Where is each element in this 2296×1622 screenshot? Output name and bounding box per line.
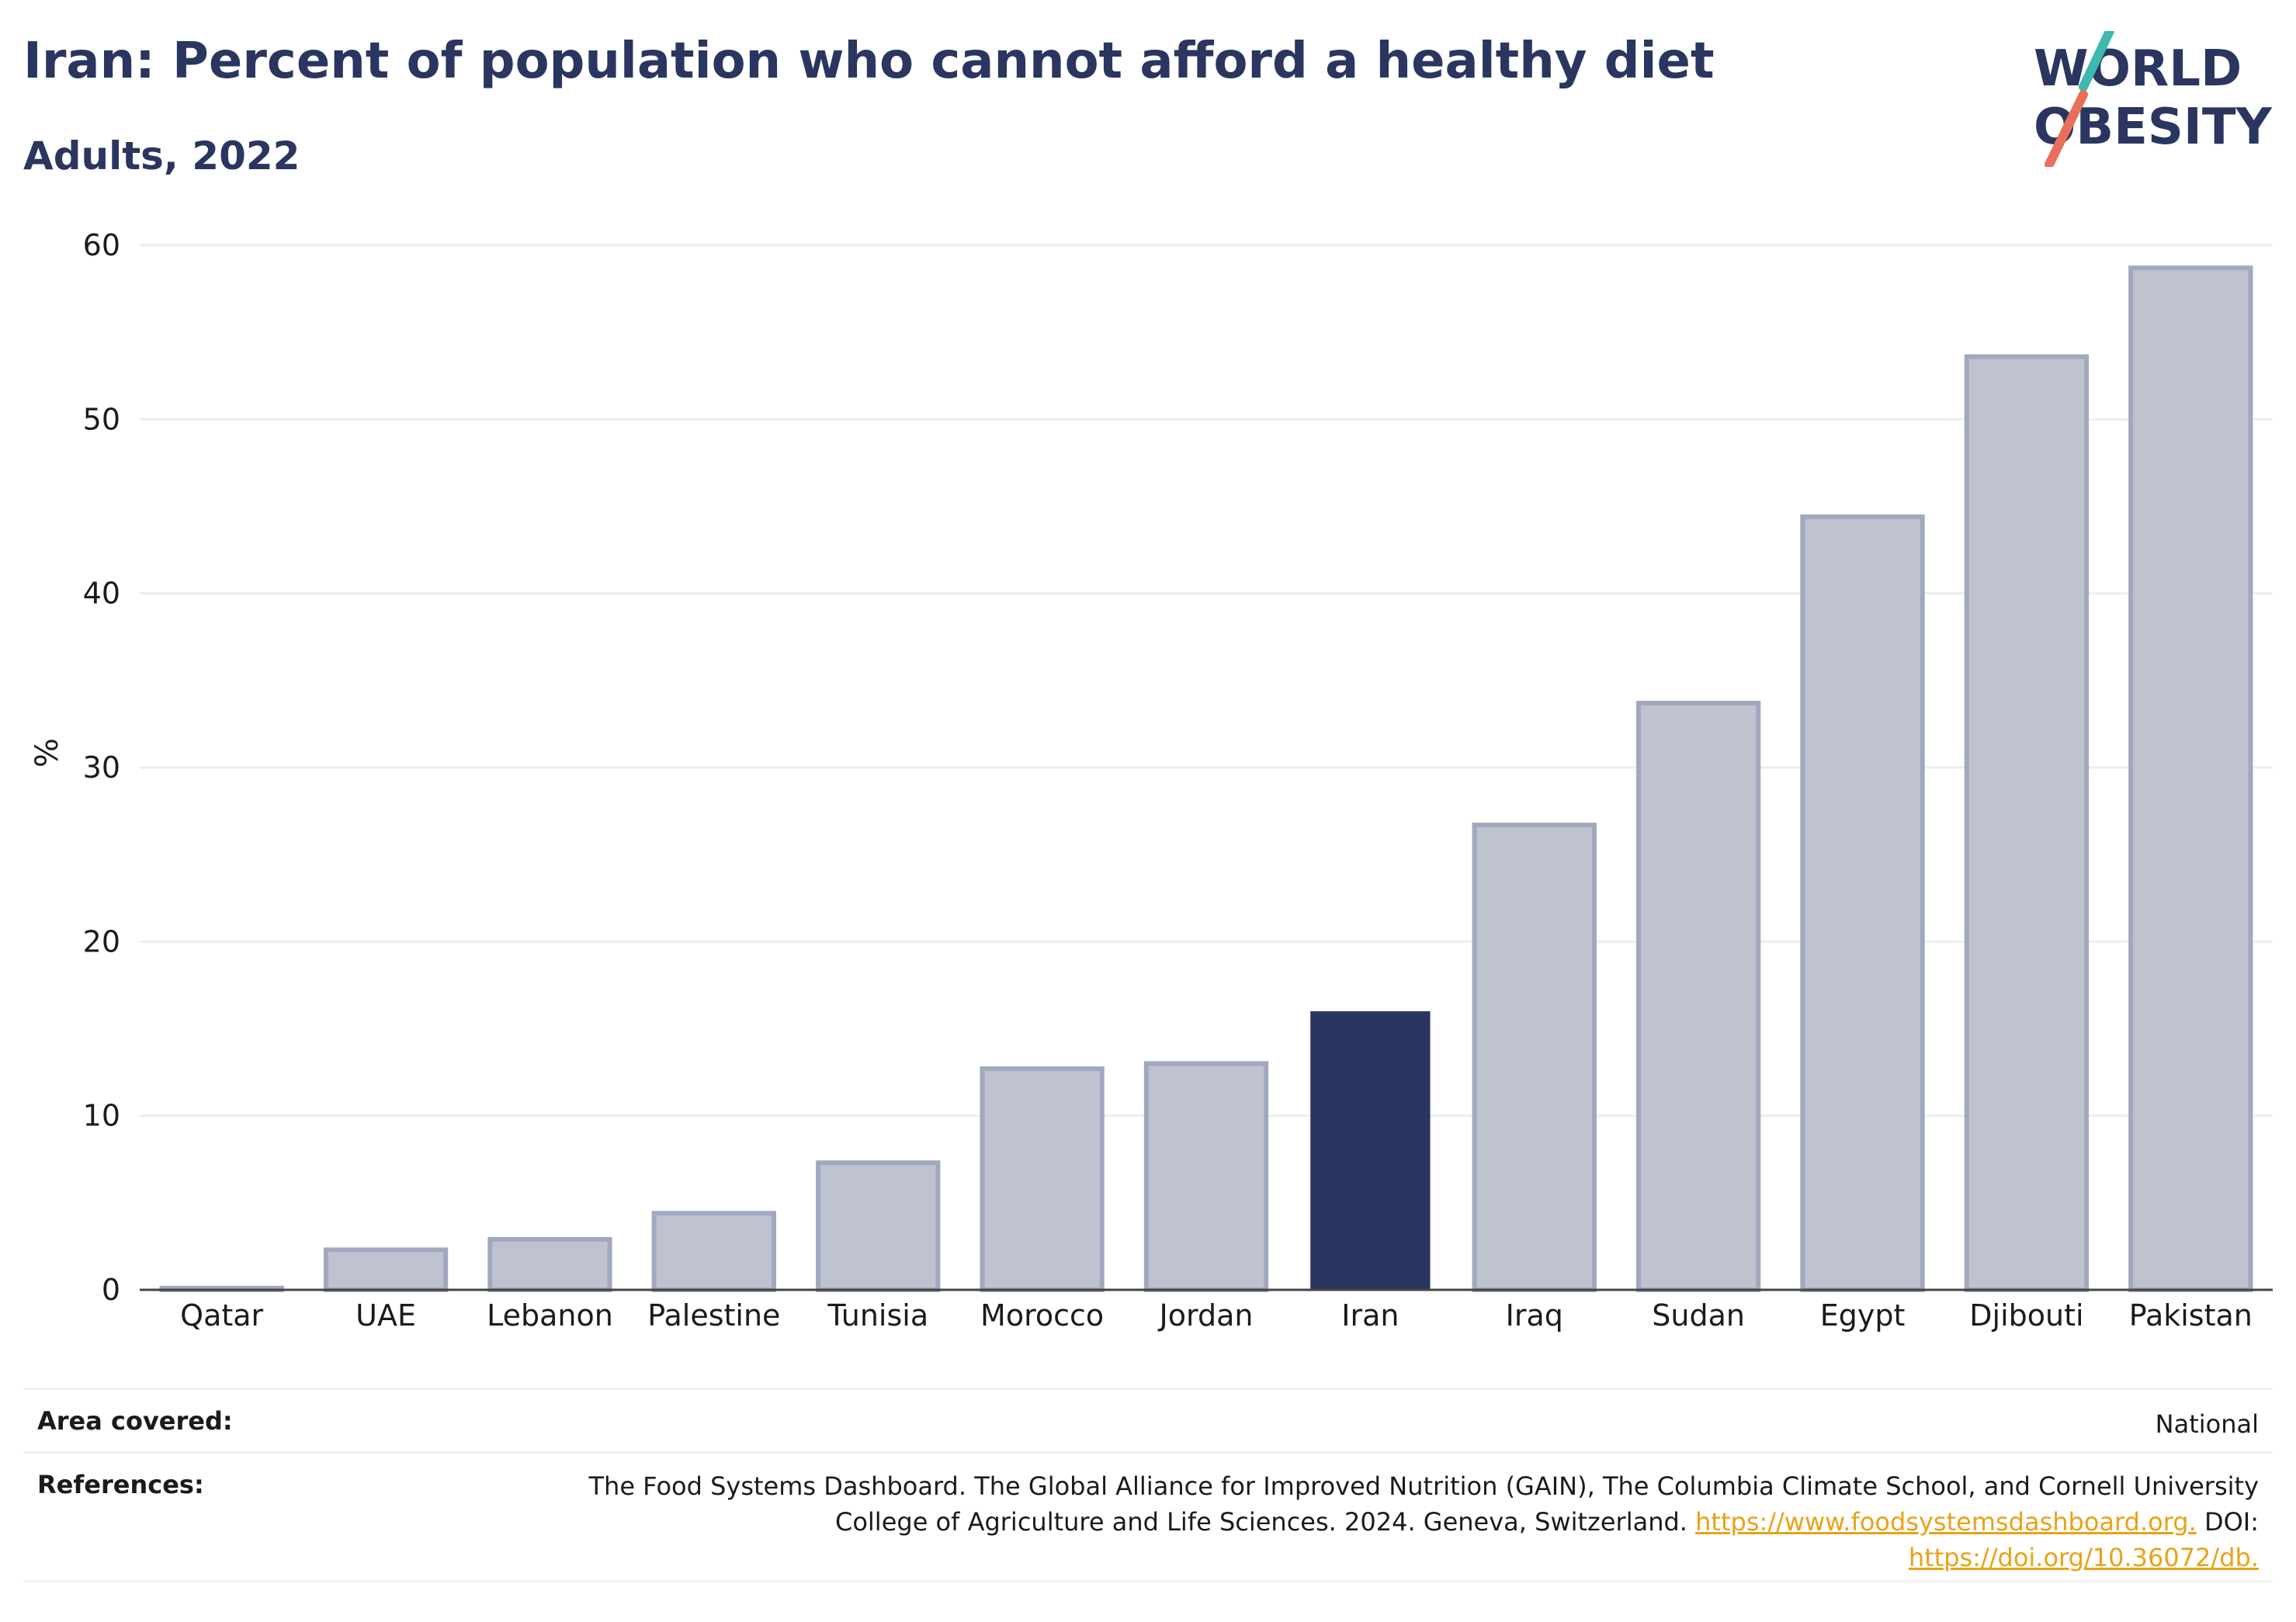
x-tick-label: Iraq	[1506, 1298, 1563, 1333]
food-systems-dashboard-link[interactable]: https://www.foodsystemsdashboard.org.	[1695, 1507, 2197, 1537]
x-tick-label: Iran	[1341, 1298, 1399, 1333]
area-covered-value: National	[2155, 1409, 2259, 1439]
x-tick-label: Sudan	[1652, 1298, 1745, 1333]
x-tick-label: Palestine	[647, 1298, 780, 1333]
bar-lebanon	[487, 1236, 612, 1293]
x-tick-label: Morocco	[980, 1298, 1104, 1333]
x-tick-label: Tunisia	[827, 1298, 928, 1333]
bar-sudan	[1635, 700, 1761, 1292]
gridlines	[140, 244, 2273, 1118]
y-tick-label: 0	[102, 1273, 120, 1307]
logo-slash-coral	[2045, 90, 2088, 167]
references-line-2-text: College of Agriculture and Life Sciences…	[834, 1507, 1687, 1537]
x-tick-label: Pakistan	[2129, 1298, 2253, 1333]
doi-label: DOI:	[2204, 1507, 2259, 1537]
y-tick-label: 10	[83, 1099, 120, 1133]
bar-egypt	[1800, 514, 1925, 1292]
y-tick-label: 50	[83, 402, 120, 436]
bar-djibouti	[1964, 354, 2090, 1292]
y-axis-label: %	[29, 738, 65, 768]
x-tick-label: Jordan	[1158, 1298, 1254, 1333]
y-tick-label: 20	[83, 924, 120, 958]
bar-iran	[1310, 1011, 1431, 1290]
x-tick-label: Lebanon	[487, 1298, 613, 1333]
logo-text-world: WORLD	[2034, 40, 2242, 98]
y-tick-label: 30	[83, 750, 120, 785]
bar-jordan	[1143, 1061, 1269, 1293]
page-title: Iran: Percent of population who cannot a…	[23, 33, 1715, 90]
bar-chart: 0 10 20 30 40 50 60 Qatar UAE Lebanon Palestine Tu…	[29, 228, 2273, 1333]
y-tick-labels: 0 10 20 30 40 50 60	[83, 228, 120, 1307]
footer-divider-bottom	[23, 1580, 2273, 1582]
x-tick-label: Qatar	[180, 1298, 263, 1333]
bar-palestine	[651, 1211, 777, 1292]
x-tick-labels: Qatar UAE Lebanon Palestine Tunisia Morocco Jo…	[180, 1298, 2253, 1333]
references-line-1: The Food Systems Dashboard. The Global A…	[588, 1471, 2259, 1501]
footer-divider-top	[23, 1388, 2273, 1390]
bar-morocco	[980, 1066, 1105, 1292]
bar-pakistan	[2128, 265, 2253, 1292]
page-subtitle: Adults, 2022	[23, 133, 300, 178]
doi-link[interactable]: https://doi.org/10.36072/db.	[1908, 1543, 2259, 1572]
x-tick-label: Egypt	[1820, 1298, 1906, 1333]
area-covered-label: Area covered:	[37, 1406, 233, 1436]
y-tick-label: 60	[83, 228, 120, 262]
bar-tunisia	[816, 1160, 941, 1293]
x-tick-label: Djibouti	[1969, 1298, 2083, 1333]
bar-iraq	[1472, 823, 1597, 1292]
bar-uae	[323, 1247, 449, 1292]
references-text: The Food Systems Dashboard. The Global A…	[396, 1468, 2259, 1575]
world-obesity-logo: WORLD OBESITY	[2034, 31, 2272, 167]
references-line-3: https://doi.org/10.36072/db.	[396, 1540, 2259, 1575]
logo-slash-teal	[2079, 31, 2114, 92]
references-label: References:	[37, 1470, 204, 1499]
x-tick-label: UAE	[355, 1298, 416, 1333]
references-line-2: College of Agriculture and Life Sciences…	[396, 1504, 2259, 1540]
footer-divider-middle	[23, 1451, 2273, 1454]
y-tick-label: 40	[83, 577, 120, 611]
bars	[140, 265, 2273, 1293]
